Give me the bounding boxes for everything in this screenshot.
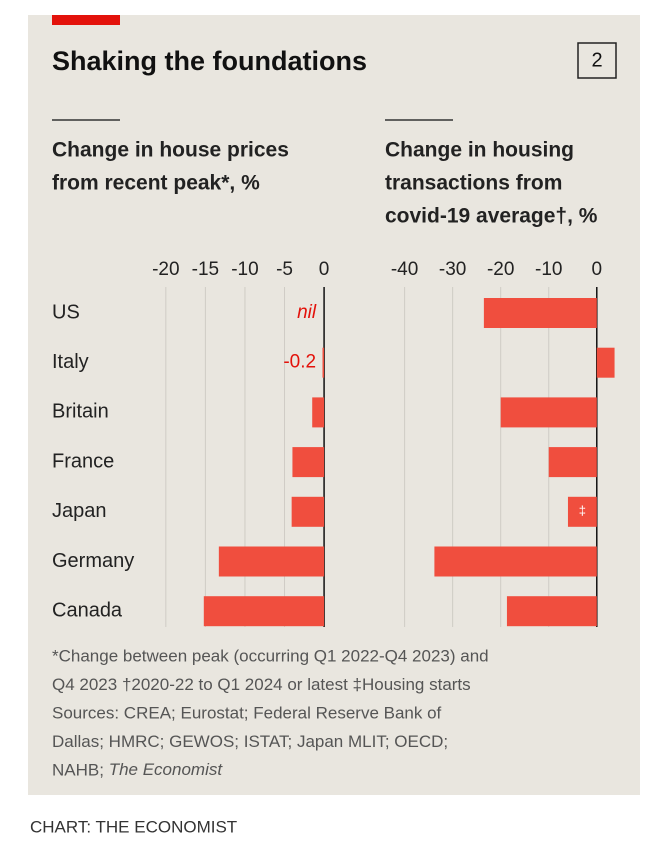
x-tick-label: -20	[152, 259, 179, 280]
value-label: nil	[297, 302, 317, 323]
x-tick-label: 0	[319, 259, 330, 280]
footnote: Sources: CREA; Eurostat; Federal Reserve…	[52, 703, 442, 722]
category-label: France	[52, 450, 114, 472]
value-label: -0.2	[283, 352, 316, 373]
x-tick-label: -20	[487, 259, 514, 280]
subtitle: from recent peak*, %	[52, 172, 260, 195]
bar	[500, 397, 597, 428]
x-tick-label: -15	[192, 259, 219, 280]
x-tick-label: -40	[391, 259, 418, 280]
chart-number: 2	[591, 49, 602, 71]
bar	[322, 347, 325, 378]
subtitle: Change in house prices	[52, 139, 289, 162]
bar	[506, 596, 597, 627]
bar	[567, 496, 597, 527]
x-tick-label: -5	[276, 259, 293, 280]
bar	[218, 546, 325, 577]
bar	[203, 596, 325, 627]
category-label: Japan	[52, 500, 107, 522]
bar	[292, 447, 325, 478]
bar	[596, 347, 615, 378]
x-tick-label: -30	[439, 259, 466, 280]
title: Shaking the foundations	[52, 46, 367, 76]
bar	[434, 546, 597, 577]
category-label: Canada	[52, 599, 123, 621]
subtitle: Change in housing	[385, 139, 574, 162]
credit: CHART: THE ECONOMIST	[30, 817, 237, 836]
bar	[483, 298, 597, 328]
footnote: *Change between peak (occurring Q1 2022-…	[52, 646, 489, 665]
red-tab	[52, 15, 120, 25]
footnote: Dallas; HMRC; GEWOS; ISTAT; Japan MLIT; …	[52, 732, 448, 751]
value-label: ‡	[579, 503, 586, 518]
category-label: Germany	[52, 550, 134, 572]
chart-number-box	[577, 42, 617, 79]
footnote: Q4 2023 †2020-22 to Q1 2024 or latest ‡H…	[52, 675, 471, 694]
bar	[548, 447, 597, 478]
category-label: US	[52, 301, 80, 323]
subtitle: transactions from	[385, 172, 562, 195]
category-label: Italy	[52, 351, 89, 373]
footnote: NAHB; The Economist	[52, 760, 223, 779]
subtitle: covid-19 average†, %	[385, 205, 598, 228]
x-tick-label: -10	[535, 259, 562, 280]
bar	[312, 397, 325, 428]
x-tick-label: -10	[231, 259, 258, 280]
bar	[291, 496, 325, 527]
category-label: Britain	[52, 401, 109, 423]
x-tick-label: 0	[591, 259, 602, 280]
footnote-source: The Economist	[109, 760, 224, 779]
